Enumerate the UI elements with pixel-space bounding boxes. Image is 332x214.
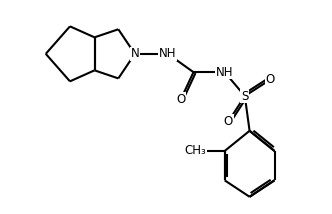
Text: O: O [266, 73, 275, 86]
Text: O: O [176, 93, 185, 106]
Text: NH: NH [216, 66, 233, 79]
Text: O: O [224, 115, 233, 128]
Text: S: S [241, 89, 248, 103]
Text: N: N [130, 47, 139, 60]
Text: CH₃: CH₃ [185, 144, 206, 158]
Text: NH: NH [159, 47, 177, 60]
